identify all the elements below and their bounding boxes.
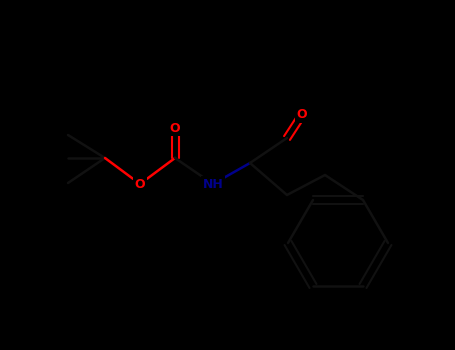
Text: O: O: [170, 121, 180, 134]
Text: O: O: [297, 108, 307, 121]
Text: NH: NH: [202, 177, 223, 190]
Text: O: O: [135, 177, 145, 190]
